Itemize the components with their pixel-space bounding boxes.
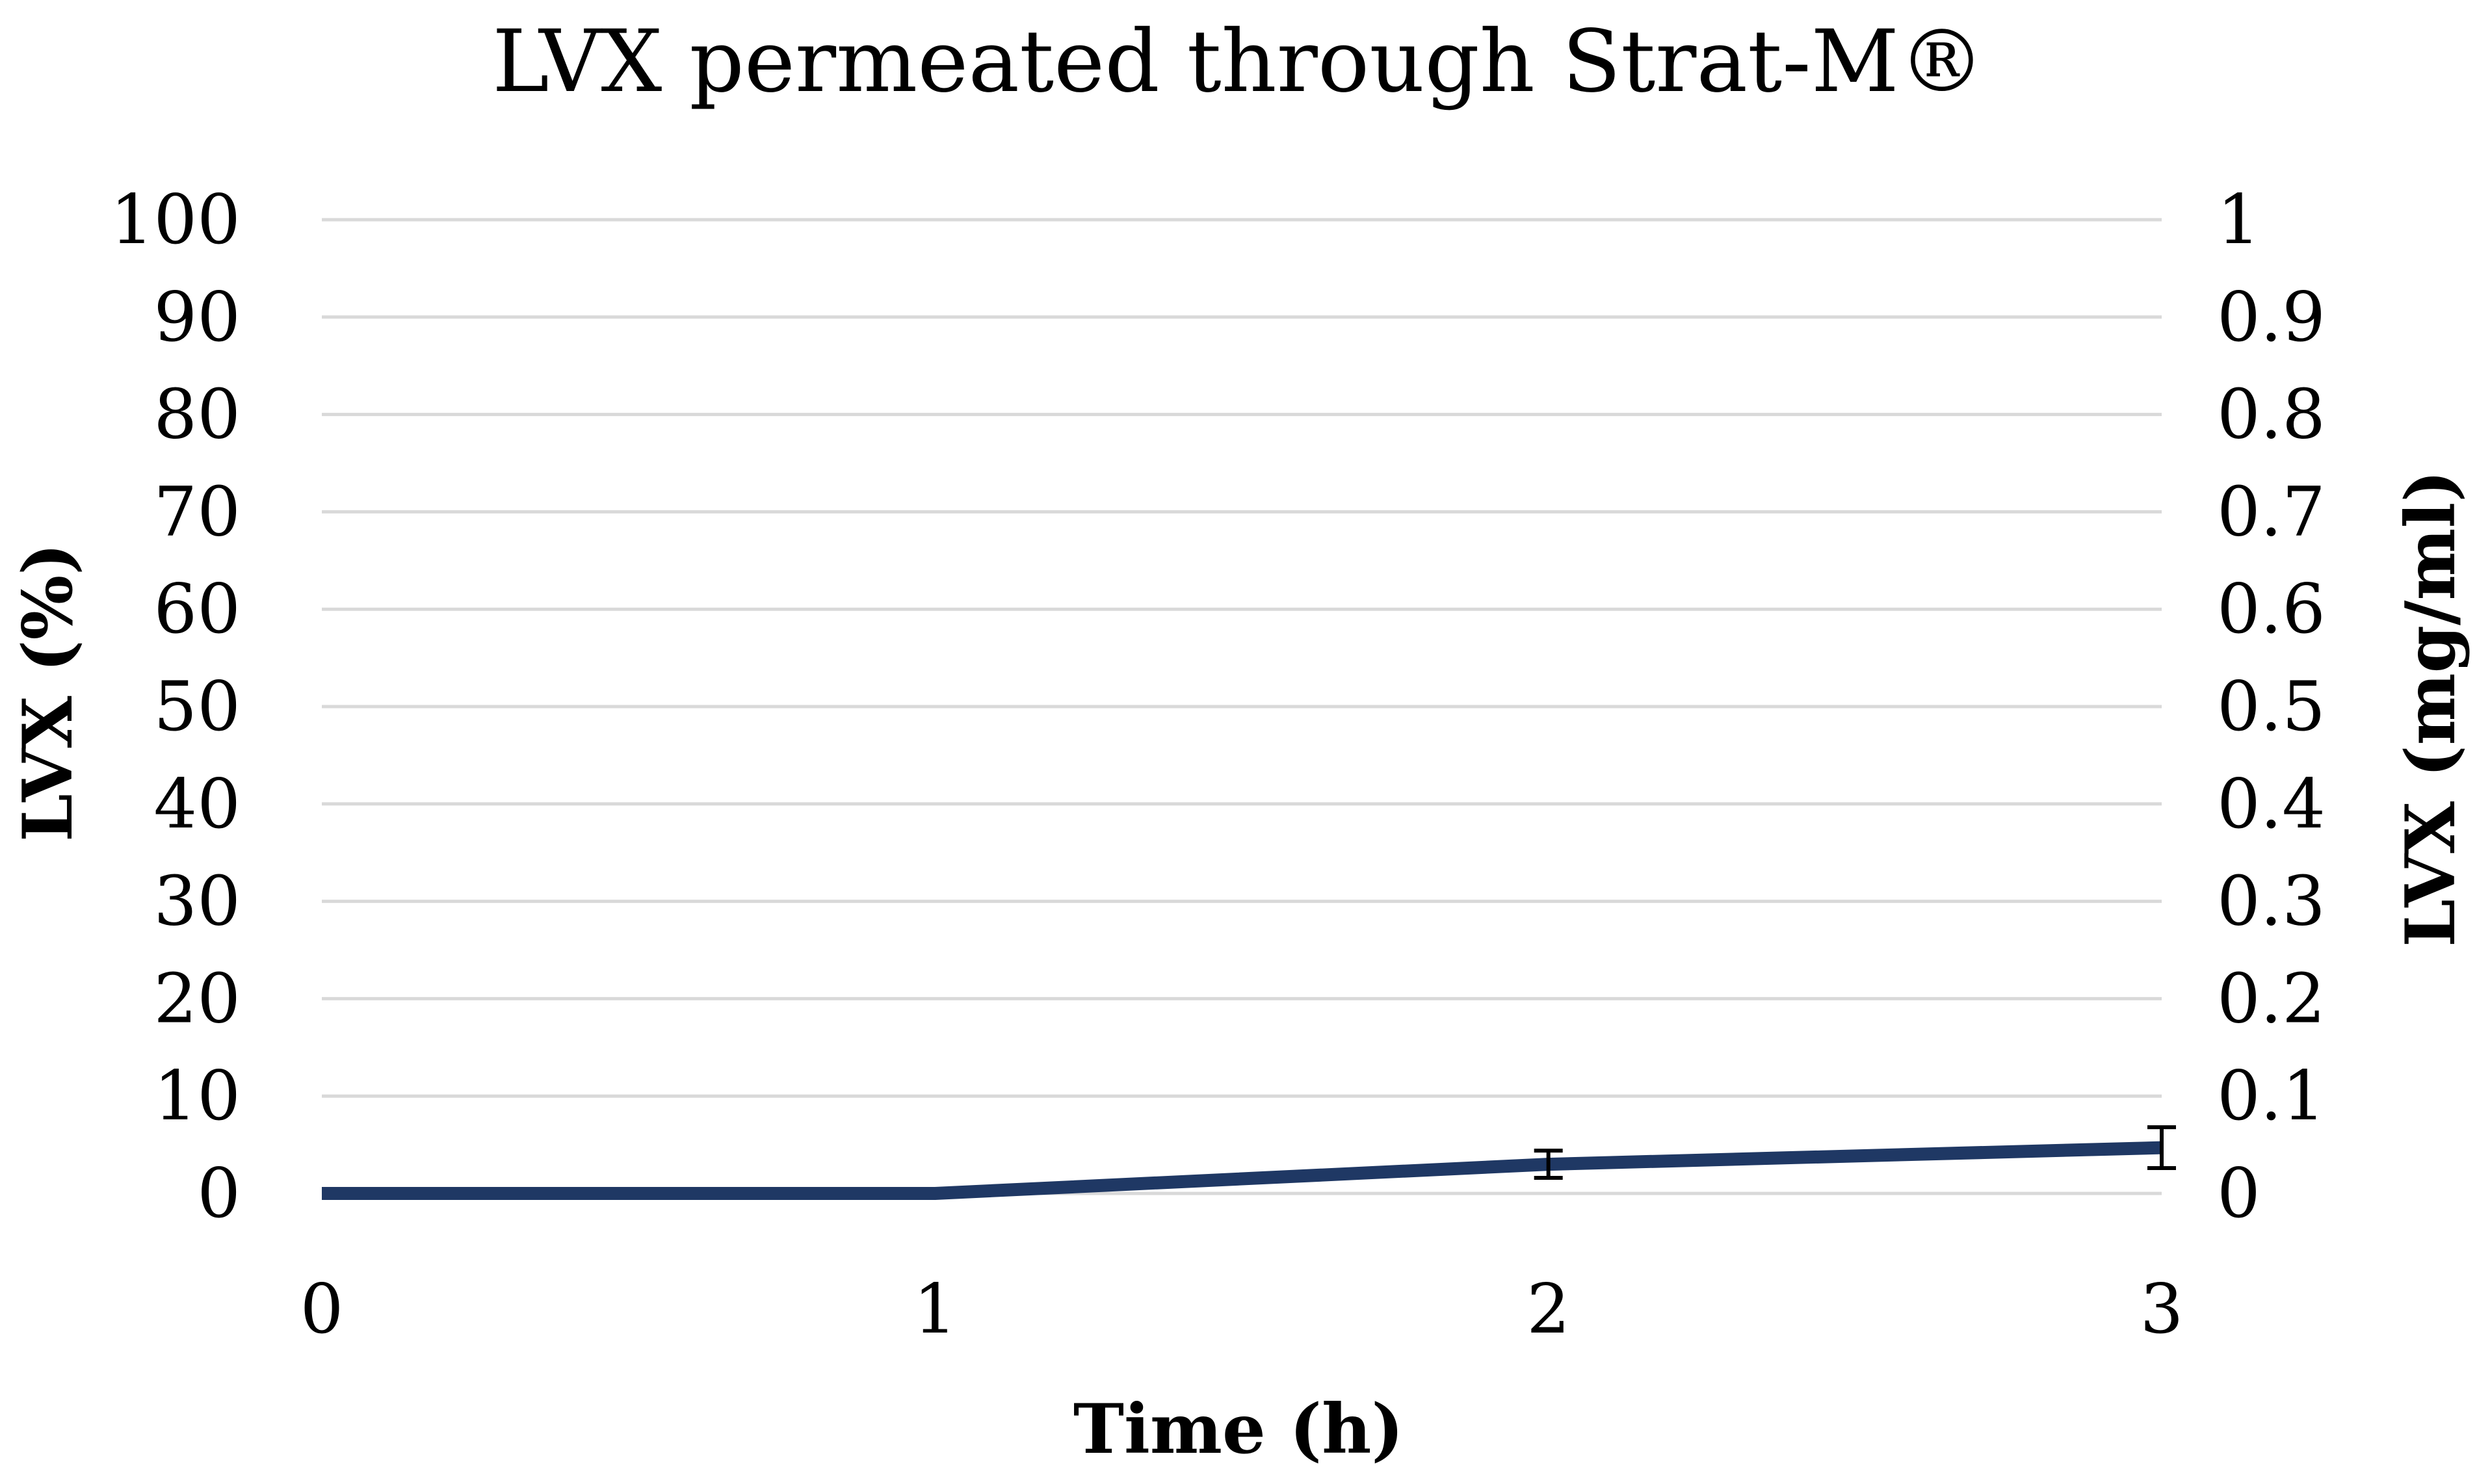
y2-tick-label: 0.6: [2217, 569, 2326, 649]
y2-tick-label: 0.9: [2217, 278, 2326, 357]
y2-tick-label: 0.7: [2217, 472, 2326, 551]
y2-tick-label: 0.2: [2217, 959, 2326, 1038]
x-axis-title: Time (h): [1073, 1388, 1404, 1469]
y2-axis-ticks: 0 0.1 0.2 0.3 0.4 0.5 0.6 0.7 0.8 0.9 1: [2217, 180, 2326, 1233]
chart-title: LVX permeated through Strat-M®: [492, 12, 1985, 112]
x-tick-label: 1: [913, 1269, 957, 1349]
y-tick-label: 30: [153, 862, 241, 941]
error-bar: [1534, 1149, 1563, 1180]
y-tick-label: 20: [153, 959, 241, 1038]
series-layer: [322, 1125, 2176, 1200]
y2-tick-label: 1: [2217, 180, 2261, 259]
y-tick-label: 70: [153, 472, 241, 551]
y-axis-ticks: 0 10 20 30 40 50 60 70 80 90 100: [111, 180, 241, 1233]
y2-tick-label: 0.5: [2217, 667, 2326, 746]
y-tick-label: 0: [197, 1154, 241, 1233]
y-tick-label: 60: [153, 569, 241, 649]
y-tick-label: 80: [153, 375, 241, 454]
y-tick-label: 100: [111, 180, 241, 259]
y2-tick-label: 0.1: [2217, 1056, 2326, 1136]
y2-tick-label: 0.8: [2217, 375, 2326, 454]
y2-tick-label: 0.3: [2217, 862, 2326, 941]
y-tick-label: 50: [153, 667, 241, 746]
y2-tick-label: 0.4: [2217, 764, 2326, 844]
x-tick-label: 0: [300, 1269, 344, 1349]
x-tick-label: 3: [2140, 1269, 2184, 1349]
y-tick-label: 40: [153, 764, 241, 844]
y-axis-title: LVX (%): [7, 543, 88, 842]
y-tick-label: 90: [153, 278, 241, 357]
x-axis-ticks: 0 1 2 3: [300, 1269, 2184, 1349]
y-tick-label: 10: [153, 1056, 241, 1136]
series-line: [322, 1141, 2162, 1200]
y2-axis-title: LVX (mg/ml): [2390, 470, 2470, 947]
y2-tick-label: 0: [2217, 1154, 2261, 1233]
x-tick-label: 2: [1527, 1269, 1570, 1349]
error-bar: [2147, 1125, 2176, 1171]
gridlines: [322, 218, 2162, 1195]
